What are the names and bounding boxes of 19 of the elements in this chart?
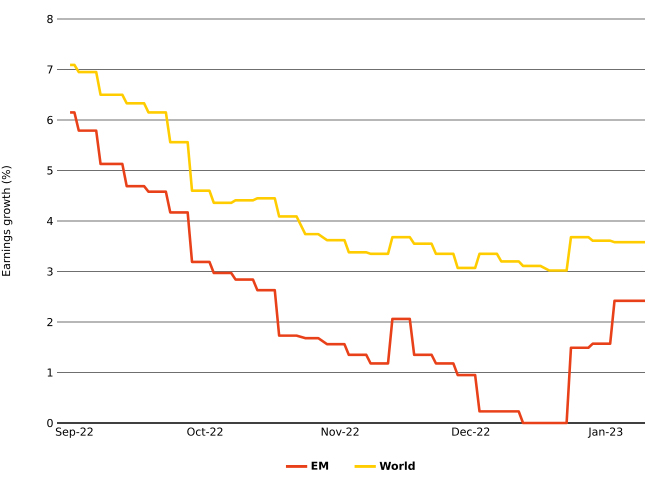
line-series (68, 64, 646, 272)
y-tick-label: 1 (48, 368, 52, 376)
legend-label: World (380, 462, 415, 470)
y-axis-title: Earnings growth (%) (2, 166, 12, 276)
x-tick-label: Nov-22 (322, 428, 359, 436)
y-tick-label: 3 (47, 267, 53, 276)
y-tick-label: 5 (47, 166, 53, 175)
y-tick-label: 6 (47, 116, 53, 124)
y-tick-label: 8 (47, 14, 53, 24)
legend-label: EM (312, 462, 328, 470)
x-tick-label: Dec-22 (452, 428, 490, 436)
y-tick-label: 2 (47, 318, 52, 326)
y-tick-label: 4 (47, 217, 53, 225)
x-tick-label: Jan-23 (588, 428, 622, 438)
y-tick-label: 0 (47, 418, 53, 428)
line-series (68, 111, 646, 424)
x-tick-label: Sep-22 (56, 428, 93, 438)
y-tick-label: 7 (47, 66, 53, 74)
x-tick-label: Oct-22 (187, 428, 222, 436)
